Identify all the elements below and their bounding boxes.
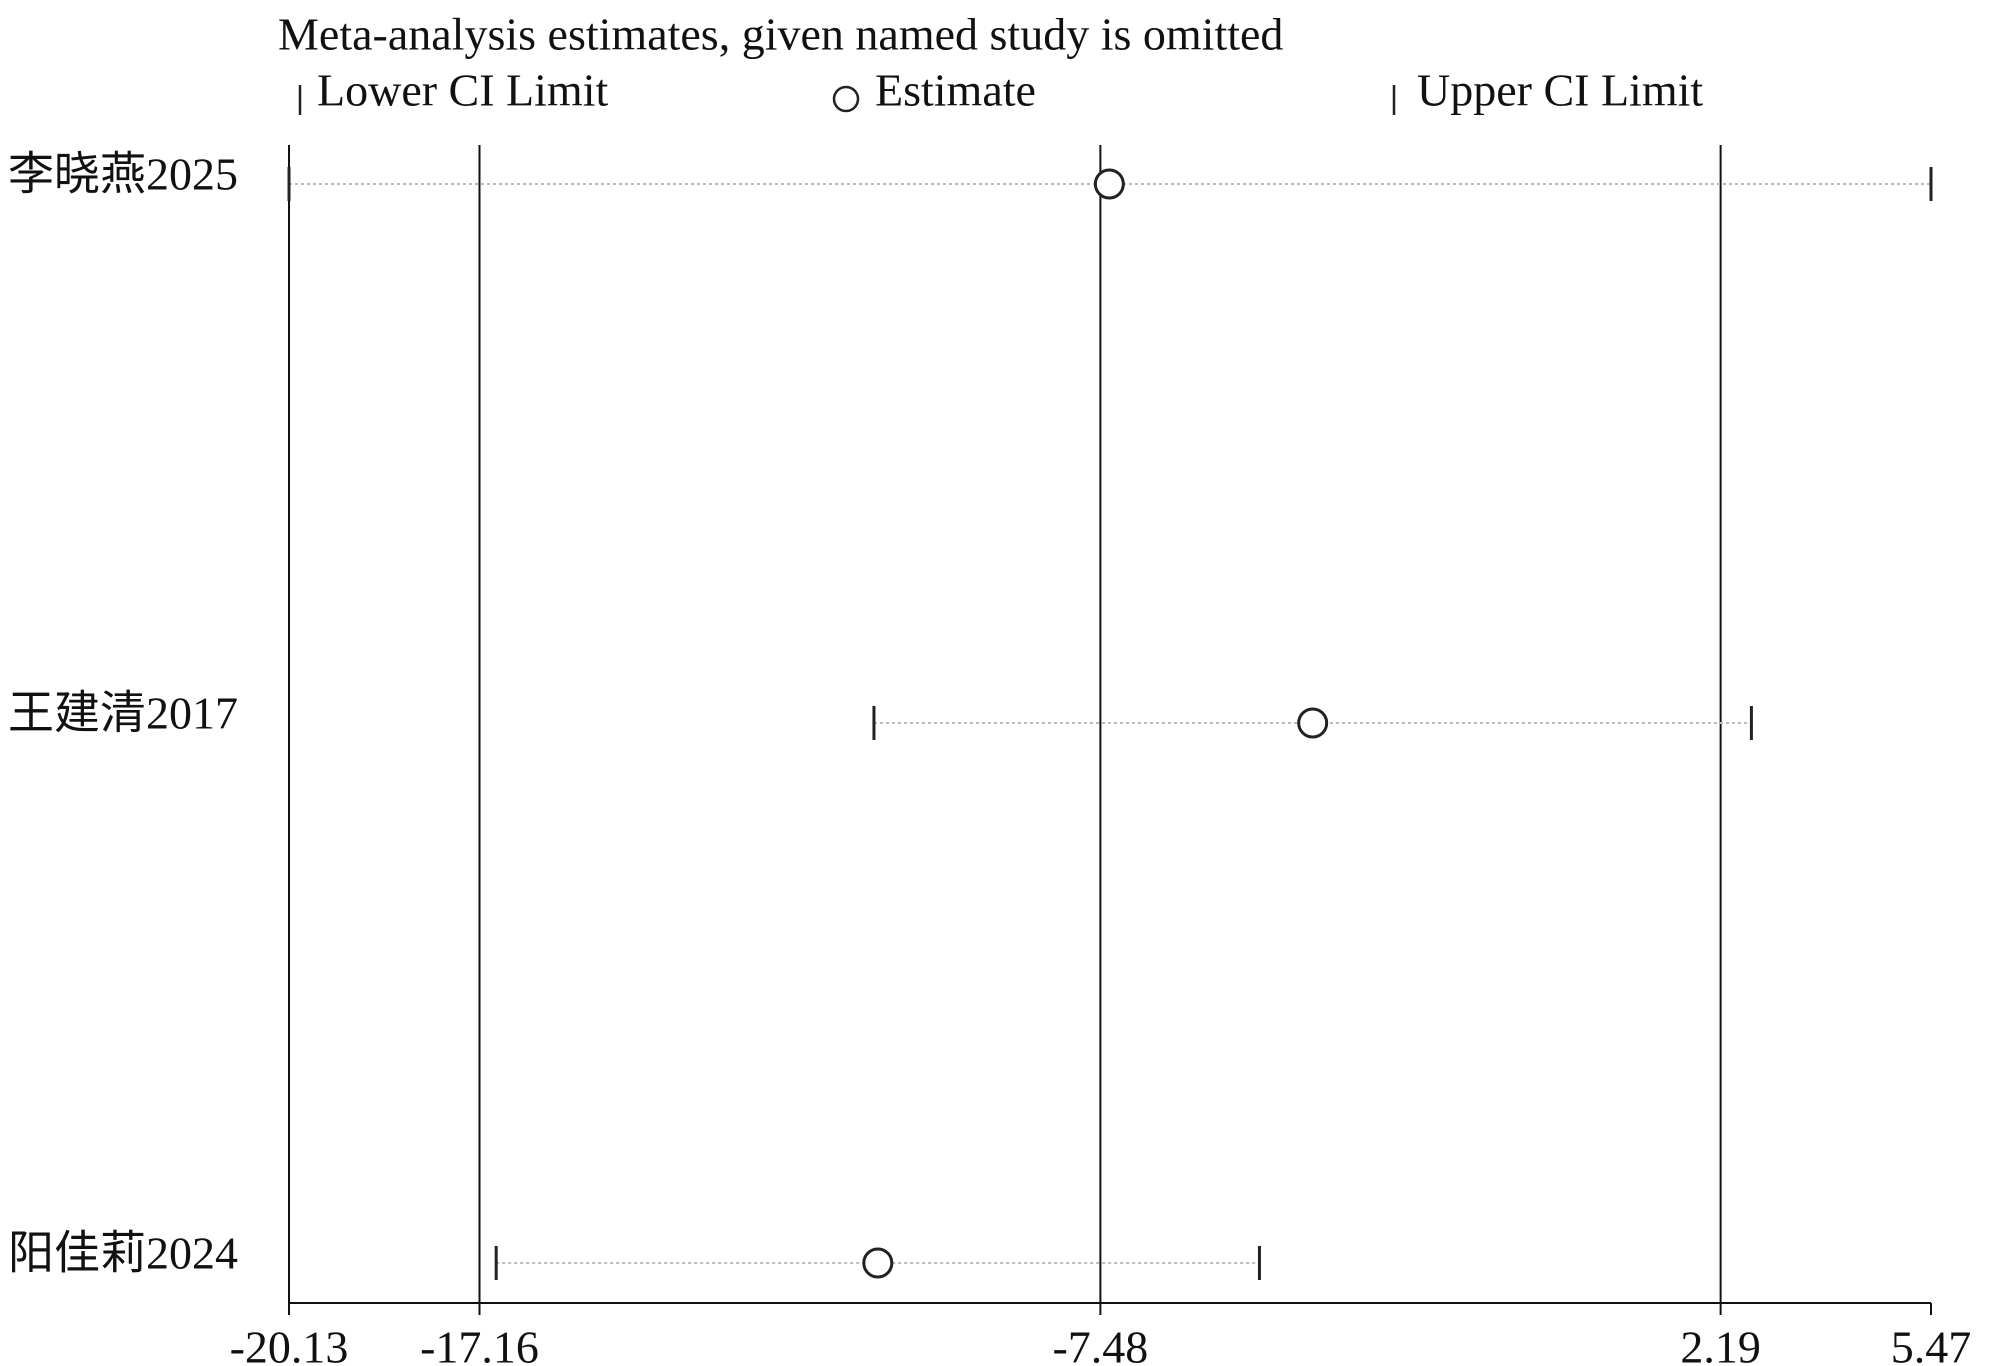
- legend-label: Lower CI Limit: [317, 65, 608, 116]
- x-tick-label: 2.19: [1680, 1322, 1761, 1366]
- y-tick-label: 阳佳莉2024: [8, 1228, 238, 1279]
- chart-title: Meta-analysis estimates, given named stu…: [278, 9, 1283, 60]
- estimate-marker: [862, 1247, 894, 1279]
- y-tick-label: 王建清2017: [8, 688, 238, 739]
- legend-label: Estimate: [875, 65, 1036, 116]
- legend-marker: [832, 85, 860, 113]
- x-tick-label: -7.48: [1052, 1322, 1148, 1366]
- x-tick-label: -17.16: [420, 1322, 539, 1366]
- y-tick-label: 李晓燕2025: [8, 149, 238, 200]
- estimate-marker: [1297, 707, 1329, 739]
- legend-label: Upper CI Limit: [1417, 65, 1703, 116]
- estimate-marker: [1093, 168, 1125, 200]
- x-tick-label: -20.13: [230, 1322, 349, 1366]
- x-tick-label: 5.47: [1891, 1322, 1972, 1366]
